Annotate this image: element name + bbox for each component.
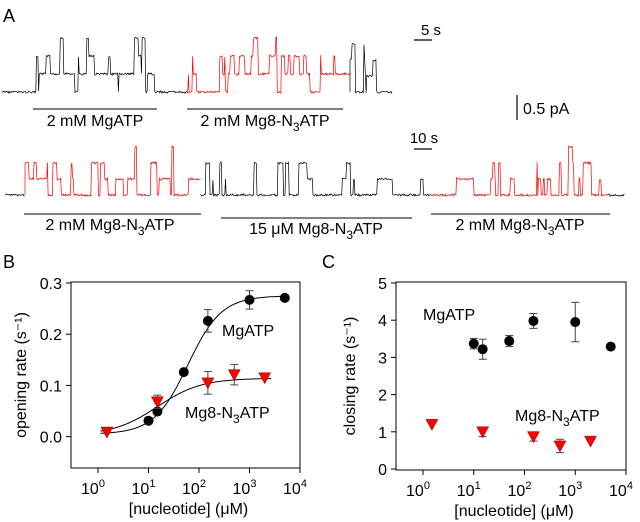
data-point — [152, 406, 163, 417]
condition-label-row1-n3atp: 2 mM Mg8-N3ATP — [200, 113, 329, 134]
y-tick-label: 0.3 — [40, 276, 62, 293]
trace-row2-baseline-end — [606, 193, 625, 197]
trace-row1-baseline-mid — [156, 90, 187, 94]
y-axis-label: opening rate (s⁻¹) — [13, 312, 30, 438]
x-axis-label: [nucleotide] (μM) — [454, 503, 573, 520]
condition-label-row2-a: 2 mM Mg8-N3ATP — [45, 217, 174, 238]
data-point — [202, 315, 213, 326]
data-point — [605, 341, 616, 352]
data-point — [553, 440, 567, 453]
data-point — [150, 396, 164, 409]
data-point — [584, 435, 597, 448]
series-mg8-n3atp: Mg8-N3ATP — [425, 408, 600, 454]
data-point — [100, 426, 114, 439]
plot-frame — [395, 281, 627, 471]
data-point — [178, 367, 189, 378]
time-scale-label-5s: 5 s — [421, 22, 441, 39]
y-tick-label: 0.2 — [40, 327, 62, 344]
data-point — [527, 431, 540, 444]
time-scale-label-10s: 10 s — [410, 130, 438, 147]
y-tick-label: 3 — [378, 350, 387, 367]
y-tick-label: 0 — [378, 462, 387, 479]
series-mgatp: MgATP — [100, 290, 290, 434]
x-tick-label: 100 — [406, 480, 430, 500]
y-tick-label: 1 — [378, 425, 387, 442]
data-point — [244, 294, 255, 305]
x-tick-label: 103 — [558, 480, 582, 500]
condition-label-row2-c: 2 mM Mg8-N3ATP — [455, 217, 584, 238]
x-tick-label: 102 — [182, 478, 206, 498]
data-point — [227, 369, 241, 382]
trace-row1-mgatp — [32, 36, 158, 94]
trace-row1-n3atp — [186, 36, 350, 94]
data-point — [570, 317, 581, 328]
plot-frame — [70, 281, 301, 469]
x-tick-label: 101 — [457, 480, 481, 500]
trace-row2-baseline-start — [4, 193, 25, 197]
current-scale-label: 0.5 pA — [523, 101, 570, 118]
data-point — [258, 372, 272, 385]
x-axis-label: [nucleotide] (μM) — [129, 501, 248, 518]
panel-label-b: B — [3, 252, 15, 272]
y-tick-label: 5 — [378, 276, 387, 293]
condition-label-row1-mgatp: 2 mM MgATP — [47, 113, 144, 130]
trace-row2-n3atp-b — [429, 145, 607, 198]
condition-label-row2-b: 15 μM Mg8-N3ATP — [249, 221, 383, 242]
current-traces — [1, 36, 625, 198]
data-point — [425, 419, 439, 431]
y-tick-label: 0.1 — [40, 378, 62, 395]
y-axis-label: closing rate (s⁻¹) — [342, 317, 359, 436]
panel-label-a: A — [3, 6, 15, 26]
series-label: Mg8-N3ATP — [515, 408, 600, 429]
data-point — [477, 344, 488, 355]
trace-row1-baseline-start — [1, 90, 34, 94]
y-tick-label: 0.0 — [40, 430, 62, 447]
panel-label-c: C — [322, 252, 335, 272]
x-tick-label: 104 — [283, 478, 307, 498]
data-point — [528, 315, 539, 326]
x-tick-label: 100 — [81, 478, 105, 498]
chart-closing-rate: 0 1 2 3 4 5 100 101 102 103 104 [nucleotide] (μM) cl… — [342, 276, 633, 520]
x-tick-label: 101 — [132, 478, 156, 498]
series-mgatp: MgATP — [423, 301, 616, 360]
chart-opening-rate: 0.0 0.1 0.2 0.3 100 101 102 103 104 [nucleotide] … — [13, 276, 307, 518]
trace-row2-low-n3atp — [200, 161, 431, 198]
data-point — [476, 426, 490, 439]
data-point — [468, 338, 479, 349]
x-tick-label: 102 — [508, 480, 532, 500]
trace-row2-n3atp-a — [24, 145, 201, 198]
series-mg8-n3atp: Mg8-N3ATP — [100, 363, 272, 439]
trace-row1-washout — [349, 42, 393, 94]
fit-curve — [100, 378, 272, 432]
y-tick-label: 2 — [378, 388, 387, 405]
series-label: Mg8-N3ATP — [185, 405, 270, 426]
y-tick-label: 4 — [378, 313, 387, 330]
x-tick-label: 103 — [233, 478, 257, 498]
data-point — [504, 336, 515, 347]
data-point — [279, 292, 290, 303]
x-tick-label: 104 — [609, 480, 633, 500]
data-point — [201, 377, 215, 390]
series-label: MgATP — [222, 323, 274, 340]
series-label: MgATP — [423, 307, 475, 324]
data-point — [143, 415, 154, 426]
